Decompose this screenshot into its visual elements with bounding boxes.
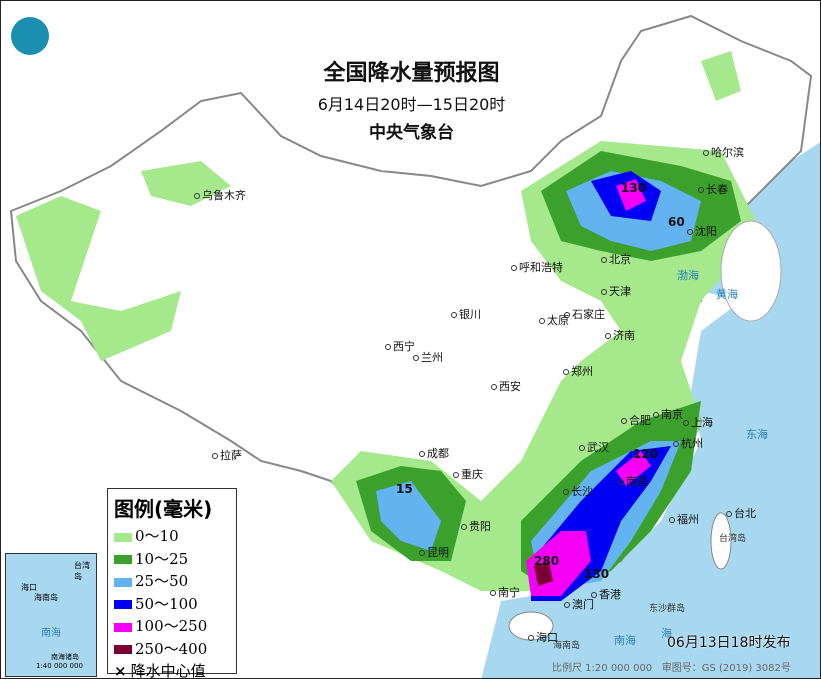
city-label: 合肥 <box>621 412 651 428</box>
legend-swatch <box>114 532 132 542</box>
city-label: 南昌 <box>618 473 648 489</box>
island-label: 海南岛 <box>553 641 581 651</box>
forecast-period: 6月14日20时—15日20时 <box>317 95 506 114</box>
city-label: 成都 <box>419 445 449 461</box>
legend-swatch <box>114 577 132 587</box>
cross-icon: × <box>114 662 127 679</box>
city-label: 兰州 <box>413 349 443 365</box>
city-label: 乌鲁木齐 <box>194 187 246 203</box>
city-label: 石家庄 <box>564 306 605 322</box>
city-label: 南宁 <box>490 584 520 600</box>
city-label: 武汉 <box>579 439 609 455</box>
legend-item: × 降水中心值 <box>114 662 206 679</box>
center-value: 280 <box>534 554 560 568</box>
city-label: 沈阳 <box>687 223 717 239</box>
center-value: 60 <box>668 215 685 229</box>
city-label: 香港 <box>591 586 621 602</box>
city-label: 呼和浩特 <box>511 259 563 275</box>
city-label: 银川 <box>451 306 481 322</box>
city-label: 西宁 <box>385 338 415 354</box>
sea-label: 海 <box>661 627 672 640</box>
south-china-sea-inset: 海口 海南岛 台湾岛 南海 南海诸岛 1:40 000 000 <box>5 553 97 677</box>
legend-swatch <box>114 555 132 564</box>
issue-time: 06月13日18时发布 <box>667 635 791 651</box>
city-label: 贵阳 <box>461 518 491 534</box>
city-label: 北京 <box>601 251 631 267</box>
center-value: 120 <box>633 447 659 461</box>
sea-label: 东海 <box>746 428 768 441</box>
map-title: 全国降水量预报图 <box>323 61 500 86</box>
city-label: 福州 <box>669 511 699 527</box>
inset-scale: 1:40 000 000 <box>36 662 83 670</box>
city-label: 澳门 <box>564 596 594 612</box>
inset-label: 海南岛 <box>34 593 58 602</box>
island-label: 东沙群岛 <box>649 604 686 614</box>
city-label: 杭州 <box>673 435 703 451</box>
legend-item: 50～100 <box>114 593 230 616</box>
cma-logo <box>11 17 49 55</box>
city-label: 海口 <box>528 629 558 645</box>
inset-label: 南海 <box>41 628 61 639</box>
legend-item: 10～25 <box>114 548 230 571</box>
legend-swatch <box>114 600 132 609</box>
city-label: 上海 <box>683 414 713 430</box>
city-label: 南京 <box>653 406 683 422</box>
legend-item: 25～50 <box>114 570 230 593</box>
city-label: 昆明 <box>419 544 449 560</box>
rain-250-400 <box>534 561 553 586</box>
inset-label: 海口 <box>21 583 37 592</box>
city-label: 郑州 <box>563 363 593 379</box>
inset-label: 南海诸岛 <box>51 653 79 661</box>
city-label: 长春 <box>698 181 728 197</box>
center-value: 130 <box>584 567 610 581</box>
legend-item: 100～250 <box>114 615 230 638</box>
taiwan-island <box>710 512 732 570</box>
city-label: 济南 <box>605 327 635 343</box>
legend-item: 250～400 <box>114 638 230 661</box>
center-value: 15 <box>396 482 413 496</box>
center-value: 130 <box>621 181 647 195</box>
city-label: 拉萨 <box>212 447 242 463</box>
legend-swatch <box>114 622 132 632</box>
legend: 图例(毫米) 0～10 10～25 25～50 50～100 100～250 2… <box>107 488 237 678</box>
sea-label: 黄海 <box>716 288 738 301</box>
city-label: 重庆 <box>453 466 483 482</box>
korea-peninsula <box>720 220 782 322</box>
sea-label: 渤海 <box>677 269 699 282</box>
city-label: 长沙 <box>563 483 593 499</box>
city-label: 西安 <box>491 378 521 394</box>
legend-swatch <box>114 645 132 654</box>
city-label: 哈尔滨 <box>703 144 744 160</box>
sea-label: 南海 <box>614 634 636 647</box>
agency: 中央气象台 <box>369 123 454 143</box>
scale-info: 比例尺 1:20 000 000 审图号：GS (2019) 3082号 <box>552 663 791 674</box>
city-label: 台北 <box>726 505 756 521</box>
city-label: 天津 <box>601 283 631 299</box>
inset-label: 台湾岛 <box>74 561 90 581</box>
island-label: 台湾岛 <box>719 534 747 544</box>
legend-item: 0～10 <box>114 525 230 548</box>
legend-title: 图例(毫米) <box>114 497 213 521</box>
